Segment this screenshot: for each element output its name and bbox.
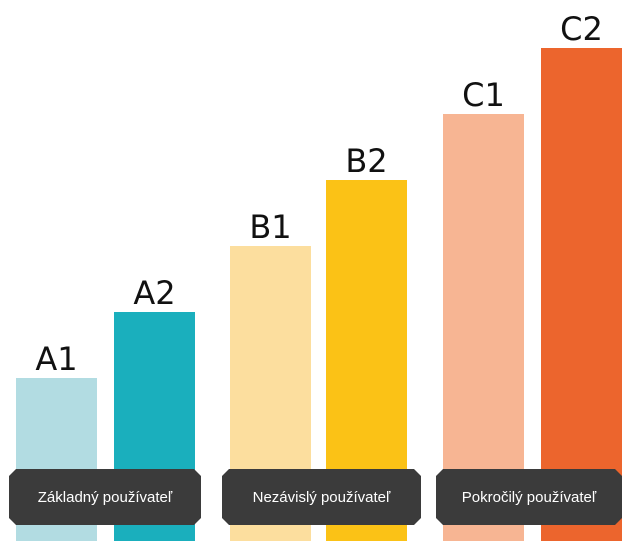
bar-label-a2: A2 bbox=[133, 274, 175, 312]
group-banner-2 bbox=[222, 469, 421, 525]
bar-label-a1: A1 bbox=[35, 340, 77, 378]
group-label-1: Základný používateľ bbox=[38, 489, 173, 506]
group-banner-3 bbox=[436, 469, 622, 525]
bar-c2 bbox=[541, 48, 622, 541]
group-labels-layer: Základný používateľ Nezávislý používateľ P… bbox=[9, 469, 622, 525]
group-label-3: Pokročilý používateľ bbox=[462, 489, 597, 506]
bar-label-c1: C1 bbox=[462, 76, 505, 114]
bar-label-b2: B2 bbox=[345, 142, 387, 180]
bar-label-c2: C2 bbox=[560, 10, 603, 48]
bar-labels-layer: A1 A2 B1 B2 C1 C2 bbox=[35, 10, 602, 378]
bars-layer bbox=[16, 48, 622, 541]
group-banner-1 bbox=[9, 469, 201, 525]
group-label-2: Nezávislý používateľ bbox=[253, 489, 391, 506]
bar-label-b1: B1 bbox=[249, 208, 291, 246]
